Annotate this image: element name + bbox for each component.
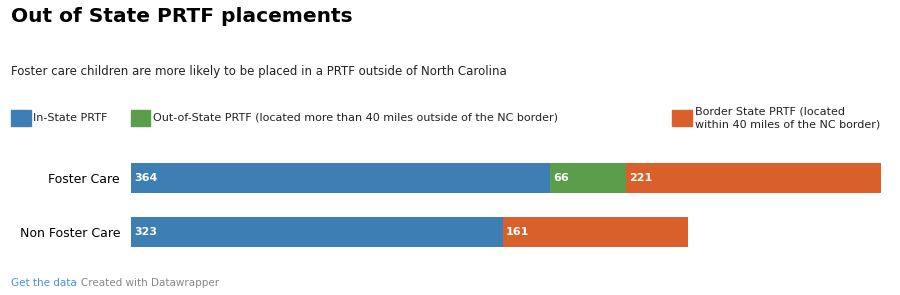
Bar [130,163,550,193]
Bar [130,217,503,247]
Bar [550,163,626,193]
Text: 66: 66 [554,173,569,183]
Text: Foster care children are more likely to be placed in a PRTF outside of North Car: Foster care children are more likely to … [11,65,507,78]
Text: 364: 364 [134,173,158,183]
Text: 221: 221 [629,173,652,183]
Text: Out of State PRTF placements: Out of State PRTF placements [11,7,353,26]
Bar [626,163,880,193]
Text: Out-of-State PRTF (located more than 40 miles outside of the NC border): Out-of-State PRTF (located more than 40 … [153,113,558,123]
Text: · Created with Datawrapper: · Created with Datawrapper [71,278,220,288]
Text: 161: 161 [506,227,529,237]
Text: Get the data: Get the data [11,278,76,288]
Bar [503,217,688,247]
Text: In-State PRTF: In-State PRTF [33,113,108,123]
Text: 323: 323 [134,227,157,237]
Text: Border State PRTF (located
within 40 miles of the NC border): Border State PRTF (located within 40 mil… [695,106,880,130]
